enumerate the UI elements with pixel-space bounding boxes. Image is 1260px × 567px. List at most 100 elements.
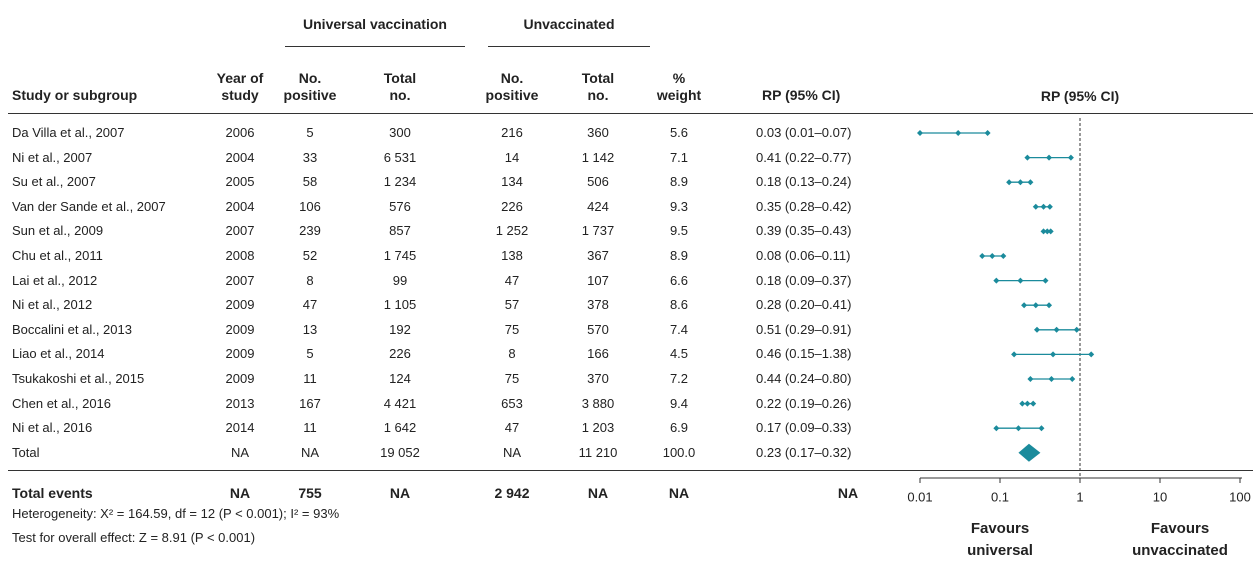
table-cell: 226 <box>389 346 411 362</box>
rule <box>8 113 1253 114</box>
table-cell: 857 <box>389 223 411 239</box>
table-cell: 14 <box>504 149 520 165</box>
group-header: Universal vaccination <box>303 16 447 32</box>
ci-high <box>1046 302 1053 309</box>
column-header: No. positive <box>485 70 539 103</box>
table-cell: 167 <box>299 395 321 411</box>
table-cell: Da Villa et al., 2007 <box>12 125 125 140</box>
table-cell: 2013 <box>225 395 255 411</box>
ci-low <box>1011 351 1018 358</box>
table-cell: 100.0 <box>662 444 696 460</box>
table-cell: 576 <box>389 198 411 214</box>
table-cell: 58 <box>302 174 318 190</box>
table-cell: 2009 <box>225 297 255 313</box>
table-cell: 99 <box>392 272 408 288</box>
table-cell: 75 <box>504 321 520 337</box>
group-header: Unvaccinated <box>523 16 615 32</box>
ci-low <box>979 253 986 259</box>
ci-high <box>1067 154 1074 161</box>
table-cell: 9.4 <box>669 395 689 411</box>
footnote: Test for overall effect: Z = 8.91 (P < 0… <box>12 530 256 545</box>
table-cell: Sun et al., 2009 <box>12 223 104 239</box>
column-header: RP (95% CI) <box>762 87 841 103</box>
table-cell: 653 <box>501 395 523 411</box>
table-cell: 3 880 <box>581 395 615 411</box>
table-cell: Chen et al., 2016 <box>12 395 112 411</box>
table-cell: 226 <box>501 198 523 214</box>
ci-high <box>984 130 991 136</box>
table-cell: 8.9 <box>669 174 689 190</box>
table-cell: 47 <box>504 420 520 436</box>
footnote: Heterogeneity: X² = 164.59, df = 12 (P <… <box>12 506 340 521</box>
x-tick-label: 100 <box>1229 489 1251 504</box>
table-cell: 300 <box>389 125 411 140</box>
table-cell: 2007 <box>225 223 255 239</box>
table-cell: 0.39 (0.35–0.43) <box>756 223 852 239</box>
table-cell: NA <box>230 444 250 460</box>
table-cell: 9.5 <box>669 223 689 239</box>
table-cell: 5 <box>306 125 314 140</box>
table-cell: 1 642 <box>383 420 417 436</box>
table-cell: 7.4 <box>669 321 689 337</box>
ci-low <box>1024 154 1031 161</box>
ci-high <box>1027 179 1034 186</box>
estimate <box>1032 302 1039 309</box>
table-cell: 134 <box>501 174 523 190</box>
column-header: Year of study <box>216 70 264 103</box>
table-cell: 239 <box>299 223 321 239</box>
total-events-cell: Total events <box>12 485 93 501</box>
table-cell: 570 <box>587 321 609 337</box>
table-cell: NA <box>502 444 522 460</box>
x-tick-label: 10 <box>1153 489 1167 504</box>
table-cell: 0.51 (0.29–0.91) <box>756 321 852 337</box>
table-cell: 2009 <box>225 321 255 337</box>
table-cell: Lai et al., 2012 <box>12 272 98 288</box>
column-header: No. positive <box>283 70 337 103</box>
table-cell: 2007 <box>225 272 255 288</box>
table-cell: 2004 <box>225 198 255 214</box>
table-cell: 11 210 <box>578 444 618 460</box>
table-cell: 0.18 (0.09–0.37) <box>756 272 852 288</box>
x-tick-label: 0.1 <box>991 489 1009 504</box>
table-cell: 370 <box>587 371 609 386</box>
table-cell: 6 531 <box>383 149 417 165</box>
estimate <box>1017 277 1024 284</box>
table-cell: 0.46 (0.15–1.38) <box>756 346 852 362</box>
table-cell: 0.03 (0.01–0.07) <box>756 125 852 140</box>
table-cell: Liao et al., 2014 <box>12 346 105 362</box>
table-cell: 1 234 <box>383 174 417 190</box>
table-cell: Ni et al., 2012 <box>12 297 93 313</box>
table-cell: 33 <box>302 149 318 165</box>
ci-low <box>1006 179 1013 186</box>
table-cell: 52 <box>302 248 318 263</box>
ci-low <box>993 425 1000 432</box>
estimate <box>1046 154 1053 161</box>
table-cell: Ni et al., 2016 <box>12 420 93 436</box>
table-cell: 8 <box>306 272 314 288</box>
ci-low <box>1040 228 1047 235</box>
table-cell: 47 <box>302 297 318 313</box>
estimate <box>1053 326 1060 333</box>
table-cell: 5.6 <box>669 125 689 140</box>
ci-low <box>917 130 923 136</box>
table-cell: 5 <box>306 346 314 362</box>
table-cell: 0.08 (0.06–0.11) <box>756 248 851 263</box>
total-events-cell: NA <box>587 485 609 501</box>
table-cell: 138 <box>501 248 523 263</box>
table-cell: 11 <box>303 420 317 436</box>
ci-low <box>1027 376 1034 382</box>
total-events-cell: NA <box>389 485 411 501</box>
table-cell: 4.5 <box>669 346 689 362</box>
table-cell: NA <box>300 444 320 460</box>
ci-low <box>1032 203 1039 210</box>
table-cell: 424 <box>587 198 609 214</box>
total-events-cell: 2 942 <box>494 485 530 501</box>
table-cell: 506 <box>587 174 609 190</box>
estimate <box>989 253 996 259</box>
ci-low <box>1021 302 1028 309</box>
table-cell: 106 <box>299 198 321 214</box>
table-cell: 11 <box>303 371 317 386</box>
table-cell: 166 <box>587 346 609 362</box>
table-cell: 2006 <box>225 125 255 140</box>
